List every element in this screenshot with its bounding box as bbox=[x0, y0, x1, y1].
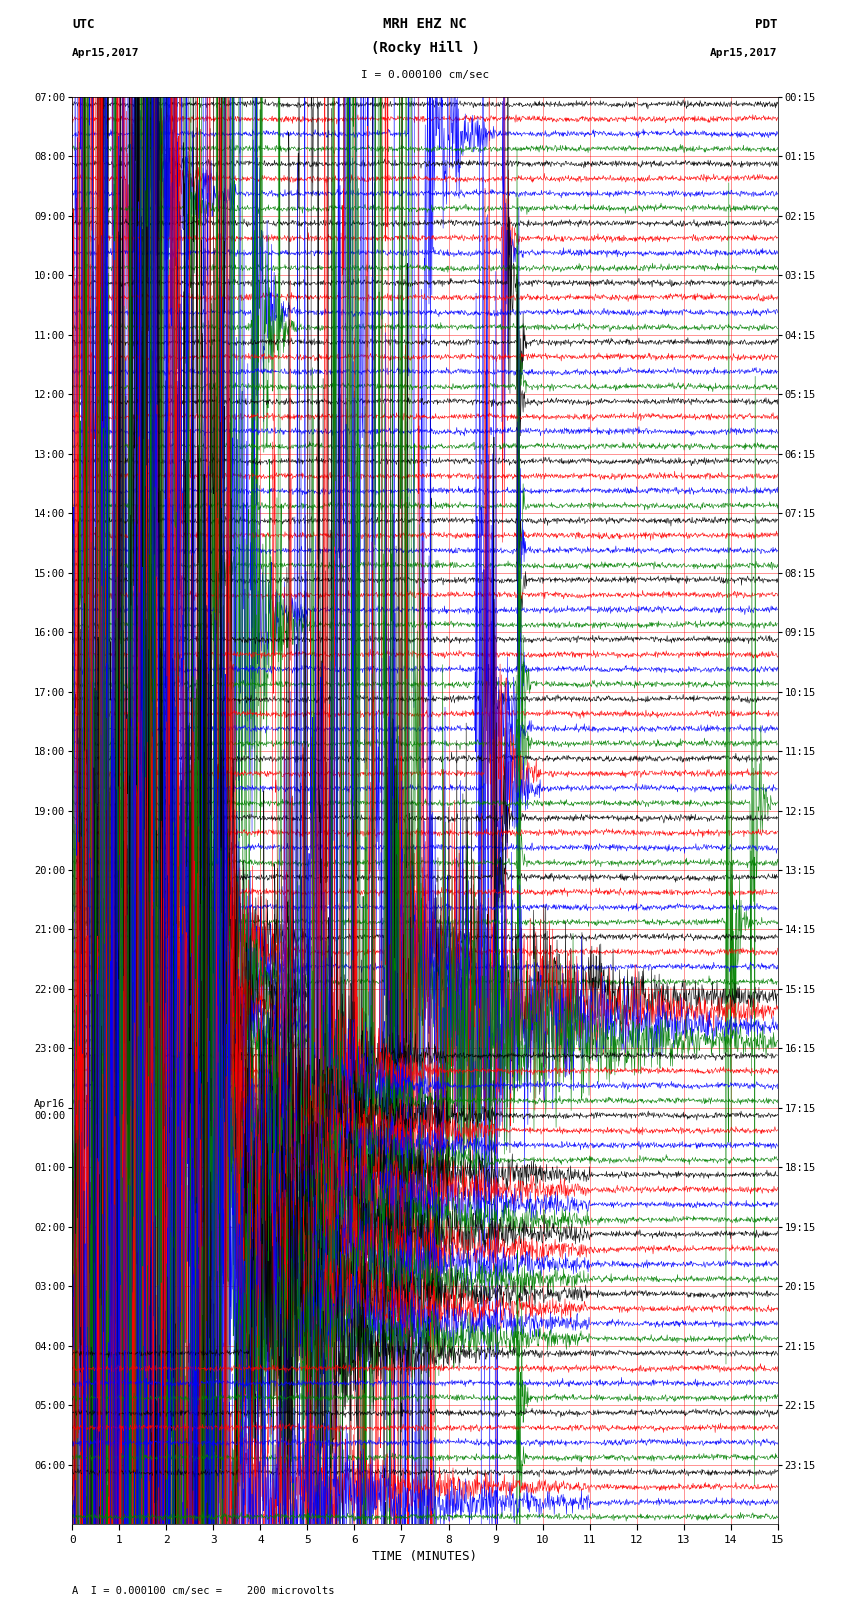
Text: (Rocky Hill ): (Rocky Hill ) bbox=[371, 42, 479, 55]
Text: Apr15,2017: Apr15,2017 bbox=[72, 48, 139, 58]
Text: A  I = 0.000100 cm/sec =    200 microvolts: A I = 0.000100 cm/sec = 200 microvolts bbox=[72, 1586, 335, 1595]
Text: MRH EHZ NC: MRH EHZ NC bbox=[383, 18, 467, 31]
Text: I = 0.000100 cm/sec: I = 0.000100 cm/sec bbox=[361, 71, 489, 81]
X-axis label: TIME (MINUTES): TIME (MINUTES) bbox=[372, 1550, 478, 1563]
Text: UTC: UTC bbox=[72, 18, 94, 31]
Text: PDT: PDT bbox=[756, 18, 778, 31]
Text: Apr15,2017: Apr15,2017 bbox=[711, 48, 778, 58]
